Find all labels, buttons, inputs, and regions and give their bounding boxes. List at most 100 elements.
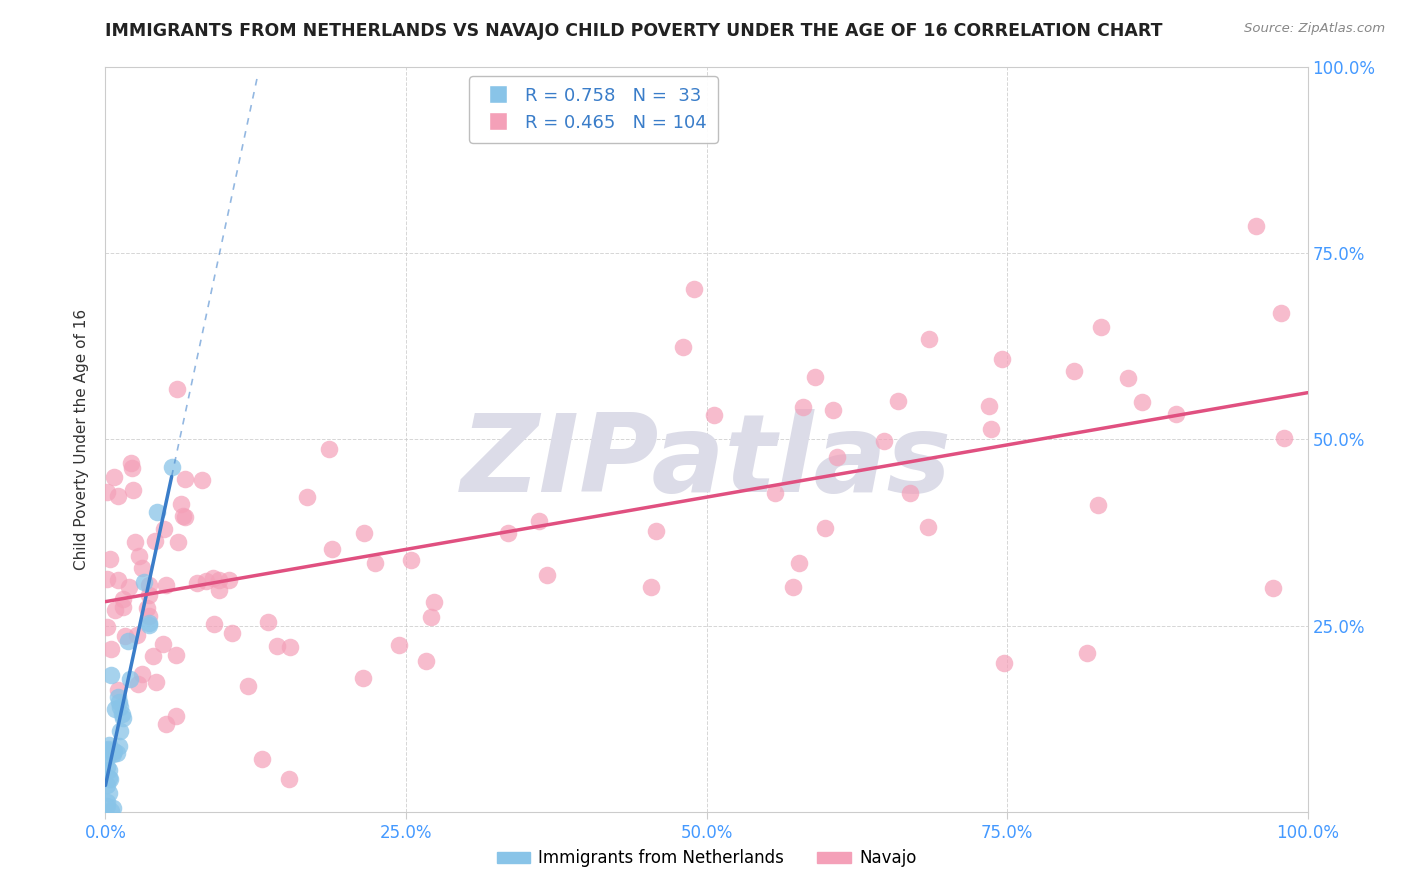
Point: [363, 556, 385, 570]
Point: [814, 520, 837, 534]
Point: [352, 671, 374, 685]
Point: [107, 739, 129, 754]
Point: [787, 556, 810, 570]
Point: [136, 601, 159, 615]
Point: [114, 630, 136, 644]
Point: [121, 483, 143, 498]
Point: [318, 442, 340, 456]
Point: [529, 514, 551, 528]
Point: [1076, 646, 1098, 660]
Point: [97, 771, 120, 785]
Point: [917, 519, 939, 533]
Point: [166, 382, 188, 396]
Point: [353, 525, 375, 540]
Point: [536, 567, 558, 582]
Point: [186, 576, 208, 591]
Point: [97, 742, 120, 756]
Point: [792, 401, 814, 415]
Point: [1090, 320, 1112, 334]
Point: [100, 804, 122, 818]
Point: [1164, 407, 1187, 421]
Point: [96, 743, 118, 757]
Point: [118, 580, 141, 594]
Point: [138, 616, 160, 631]
Point: [152, 637, 174, 651]
Point: [640, 580, 662, 594]
Point: [127, 628, 149, 642]
Point: [782, 580, 804, 594]
Point: [111, 711, 134, 725]
Point: [195, 574, 218, 589]
Point: [823, 403, 845, 417]
Point: [132, 574, 155, 589]
Point: [97, 763, 120, 777]
Point: [105, 746, 128, 760]
Text: Source: ZipAtlas.com: Source: ZipAtlas.com: [1244, 22, 1385, 36]
Point: [257, 615, 280, 629]
Point: [827, 450, 849, 464]
Point: [990, 351, 1012, 366]
Point: [145, 533, 167, 548]
Point: [128, 549, 150, 563]
Point: [96, 750, 118, 764]
Point: [1063, 364, 1085, 378]
Point: [1270, 305, 1292, 319]
Point: [100, 772, 122, 786]
Point: [1087, 499, 1109, 513]
Point: [873, 434, 896, 448]
Point: [763, 486, 786, 500]
Point: [191, 473, 214, 487]
Point: [107, 573, 129, 587]
Point: [111, 707, 134, 722]
Point: [112, 592, 135, 607]
Point: [979, 399, 1001, 413]
Point: [165, 648, 187, 662]
Point: [146, 505, 169, 519]
Point: [703, 409, 725, 423]
Point: [107, 690, 129, 704]
Point: [110, 724, 132, 739]
Point: [121, 460, 143, 475]
Point: [218, 573, 240, 587]
Point: [170, 497, 193, 511]
Text: IMMIGRANTS FROM NETHERLANDS VS NAVAJO CHILD POVERTY UNDER THE AGE OF 16 CORRELAT: IMMIGRANTS FROM NETHERLANDS VS NAVAJO CH…: [105, 22, 1163, 40]
Point: [96, 760, 118, 774]
Point: [221, 626, 243, 640]
Point: [138, 578, 160, 592]
Point: [1246, 219, 1268, 233]
Point: [96, 484, 118, 499]
Point: [1116, 371, 1139, 385]
Point: [155, 717, 177, 731]
Point: [979, 422, 1001, 436]
Legend: Immigrants from Netherlands, Navajo: Immigrants from Netherlands, Navajo: [489, 843, 924, 874]
Point: [98, 786, 121, 800]
Point: [112, 599, 135, 614]
Point: [918, 332, 941, 346]
Point: [993, 656, 1015, 670]
Point: [266, 639, 288, 653]
Point: [107, 683, 129, 698]
Point: [295, 490, 318, 504]
Point: [321, 541, 343, 556]
Point: [399, 553, 422, 567]
Y-axis label: Child Poverty Under the Age of 16: Child Poverty Under the Age of 16: [75, 309, 90, 570]
Point: [207, 573, 229, 587]
Point: [96, 778, 118, 792]
Point: [97, 739, 120, 753]
Point: [108, 694, 131, 708]
Point: [172, 509, 194, 524]
Point: [124, 535, 146, 549]
Point: [118, 672, 141, 686]
Point: [96, 572, 118, 586]
Point: [1263, 581, 1285, 595]
Point: [107, 489, 129, 503]
Point: [103, 744, 125, 758]
Point: [104, 603, 127, 617]
Point: [108, 700, 131, 714]
Point: [236, 679, 259, 693]
Point: [160, 459, 183, 474]
Point: [683, 282, 706, 296]
Point: [167, 534, 190, 549]
Point: [165, 709, 187, 723]
Point: [415, 654, 437, 668]
